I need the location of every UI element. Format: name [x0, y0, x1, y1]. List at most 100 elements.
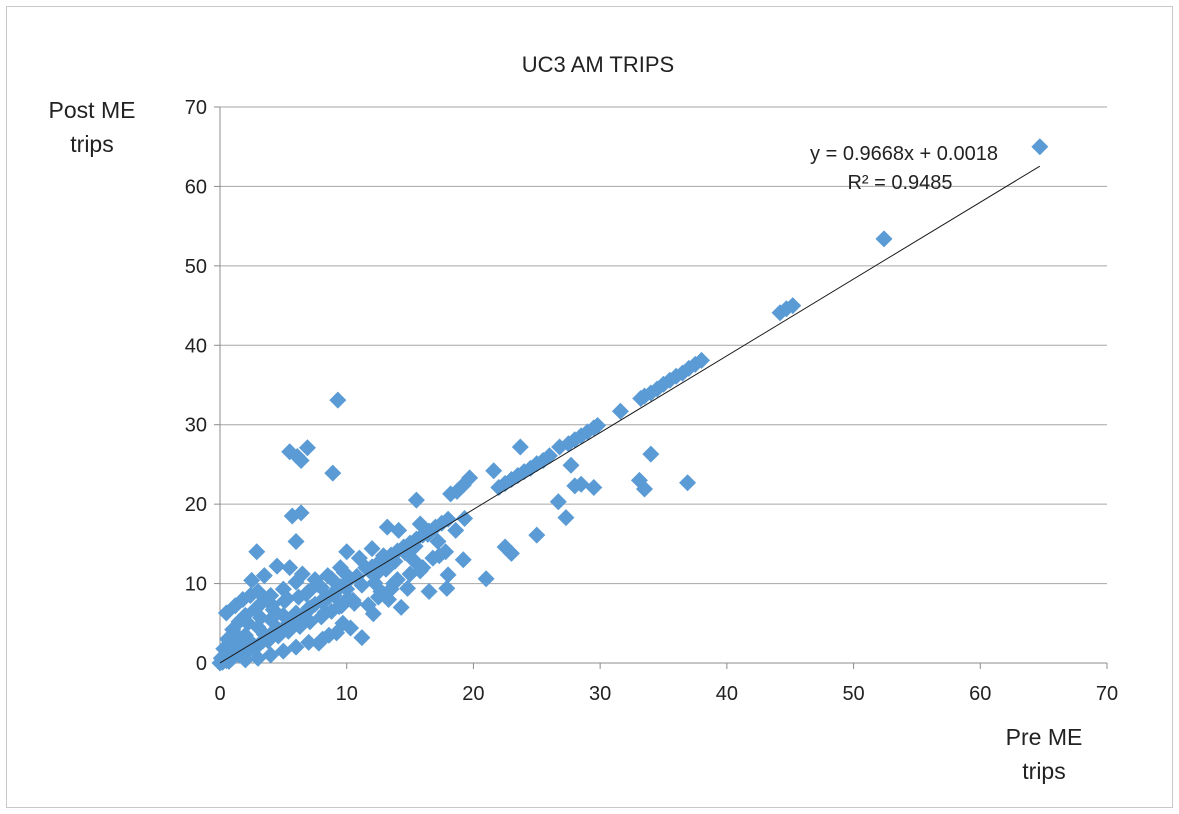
data-point	[551, 438, 569, 456]
data-point	[632, 390, 650, 408]
data-point	[254, 632, 272, 650]
data-point	[572, 475, 590, 493]
y-tick-label: 10	[185, 574, 207, 596]
data-point	[248, 543, 266, 561]
data-point	[456, 509, 474, 527]
data-point	[293, 607, 311, 625]
data-points	[211, 138, 1049, 672]
data-point	[363, 540, 381, 558]
data-point	[243, 571, 261, 589]
data-point	[411, 562, 429, 580]
data-point	[323, 570, 341, 588]
x-tick-label: 20	[462, 683, 484, 705]
data-point	[309, 575, 327, 593]
data-point	[300, 633, 318, 651]
data-point	[297, 585, 315, 603]
data-point	[314, 630, 332, 648]
data-point	[287, 638, 305, 656]
data-point	[642, 445, 660, 463]
data-point	[557, 509, 575, 527]
trendline-equation: y = 0.9668x + 0.0018	[810, 143, 998, 165]
chart-frame: UC3 AM TRIPS Post ME trips Pre ME trips …	[6, 6, 1173, 808]
trendline-r-squared: R² = 0.9485	[847, 172, 952, 194]
data-point	[784, 297, 802, 315]
data-point	[549, 493, 567, 511]
data-point	[386, 552, 404, 570]
x-tick-label: 50	[842, 683, 864, 705]
x-tick-label: 0	[214, 683, 225, 705]
data-point	[502, 544, 520, 562]
data-point	[353, 576, 371, 594]
data-point	[287, 573, 305, 591]
data-point	[679, 474, 697, 492]
data-point	[438, 579, 456, 597]
y-tick-label: 70	[185, 97, 207, 119]
data-point	[281, 559, 299, 577]
data-point	[419, 525, 437, 543]
gridlines	[220, 106, 1107, 585]
y-tick-label: 30	[185, 415, 207, 437]
y-tick-label: 40	[185, 335, 207, 357]
data-point	[496, 538, 514, 556]
data-point	[388, 571, 406, 589]
data-point	[298, 439, 316, 457]
axes	[214, 106, 1108, 669]
data-point	[241, 586, 259, 604]
x-axis-title-line-1: Pre ME	[1006, 724, 1083, 750]
data-point	[335, 563, 353, 581]
data-point	[278, 590, 296, 608]
data-point	[407, 491, 425, 509]
data-point	[875, 230, 893, 248]
data-point	[366, 574, 384, 592]
data-point	[328, 624, 346, 642]
data-point	[399, 579, 417, 597]
data-point	[585, 478, 603, 496]
data-point	[424, 549, 442, 567]
y-tick-labels: 0 10 20 30 40 50 60 70	[185, 97, 207, 675]
chart-title: UC3 AM TRIPS	[522, 52, 674, 77]
data-point	[477, 570, 495, 588]
data-point	[277, 617, 295, 635]
data-point	[353, 629, 371, 647]
data-point	[392, 598, 410, 616]
data-point	[342, 619, 360, 637]
data-point	[442, 485, 460, 503]
data-point	[562, 456, 580, 474]
data-point	[239, 614, 257, 632]
scatter-chart: UC3 AM TRIPS Post ME trips Pre ME trips …	[49, 52, 1119, 784]
data-point	[268, 557, 286, 575]
y-tick-label: 50	[185, 256, 207, 278]
data-point	[292, 504, 310, 522]
data-point	[511, 438, 529, 456]
x-axis-title-line-2: trips	[1022, 758, 1065, 784]
data-point	[350, 549, 368, 567]
y-axis-title-line-1: Post ME	[49, 97, 136, 123]
trendline	[219, 165, 1041, 664]
x-tick-label: 30	[589, 683, 611, 705]
data-point	[262, 646, 280, 664]
data-point	[411, 515, 429, 533]
x-tick-labels: 0 10 20 30 40 50 60 70	[214, 683, 1118, 705]
data-point	[1031, 138, 1049, 156]
data-point	[429, 532, 447, 550]
data-point	[635, 480, 653, 498]
y-tick-label: 20	[185, 494, 207, 516]
data-point	[255, 567, 273, 585]
data-point	[359, 596, 377, 614]
data-point	[287, 532, 305, 550]
trendline-group	[219, 165, 1041, 664]
data-point	[369, 588, 387, 606]
y-axis-title-line-2: trips	[70, 131, 113, 157]
data-point	[329, 391, 347, 409]
x-tick-label: 40	[716, 683, 738, 705]
y-tick-label: 60	[185, 176, 207, 198]
data-point	[485, 462, 503, 480]
data-point	[263, 596, 281, 614]
data-point	[420, 583, 438, 601]
data-point	[611, 402, 629, 420]
data-point	[439, 566, 457, 584]
data-point	[454, 551, 472, 569]
data-point	[528, 526, 546, 544]
x-tick-label: 70	[1096, 683, 1118, 705]
data-point	[244, 639, 262, 657]
